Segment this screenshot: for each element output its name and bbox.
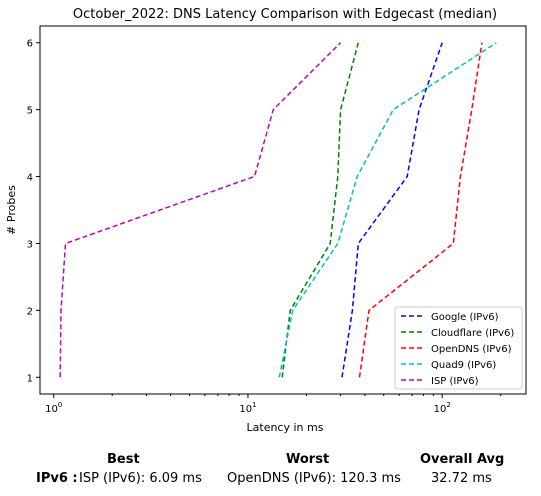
worst-header: Worst xyxy=(286,452,330,467)
x-tick-label: 100 xyxy=(45,401,62,415)
y-tick-label: 6 xyxy=(27,39,33,50)
latency-chart: October_2022: DNS Latency Comparison wit… xyxy=(5,7,527,434)
plot-frame xyxy=(39,25,527,395)
worst-value: OpenDNS (IPv6): 120.3 ms xyxy=(227,471,401,486)
x-axis-ticks: 100 101 102 xyxy=(45,394,502,415)
summary-table: Best Worst Overall Avg IPv6 : ISP (IPv6)… xyxy=(0,452,541,496)
x-axis-label: Latency in ms xyxy=(247,421,324,434)
avg-header: Overall Avg xyxy=(420,452,505,467)
legend-label: OpenDNS (IPv6) xyxy=(431,344,512,355)
y-tick-label: 4 xyxy=(27,173,33,184)
y-tick-label: 1 xyxy=(27,373,33,384)
legend-label: Google (IPv6) xyxy=(431,312,499,323)
x-tick-label: 102 xyxy=(434,401,451,415)
row-label: IPv6 : xyxy=(36,471,78,486)
series-lines xyxy=(59,42,497,378)
series-line-opendns xyxy=(358,42,483,378)
legend-label: Quad9 (IPv6) xyxy=(431,360,496,371)
series-line-cloudflare xyxy=(281,42,360,378)
best-value: ISP (IPv6): 6.09 ms xyxy=(79,471,202,486)
y-tick-label: 3 xyxy=(27,239,33,250)
y-tick-label: 5 xyxy=(27,106,33,117)
chart-title: October_2022: DNS Latency Comparison wit… xyxy=(73,7,497,22)
y-axis-label: # Probes xyxy=(5,185,18,235)
x-tick-label: 101 xyxy=(239,401,256,415)
y-axis-ticks: 1 2 3 4 5 6 xyxy=(27,39,40,384)
legend-label: Cloudflare (IPv6) xyxy=(431,328,514,339)
series-line-google xyxy=(341,42,443,378)
best-header: Best xyxy=(107,452,140,467)
series-line-isp xyxy=(59,42,342,378)
legend-label: ISP (IPv6) xyxy=(431,376,479,387)
y-tick-label: 2 xyxy=(27,306,33,317)
legend-box xyxy=(394,306,523,390)
avg-value: 32.72 ms xyxy=(431,471,492,486)
legend: Google (IPv6) Cloudflare (IPv6) OpenDNS (I… xyxy=(394,306,523,390)
series-line-quad9 xyxy=(278,42,497,378)
